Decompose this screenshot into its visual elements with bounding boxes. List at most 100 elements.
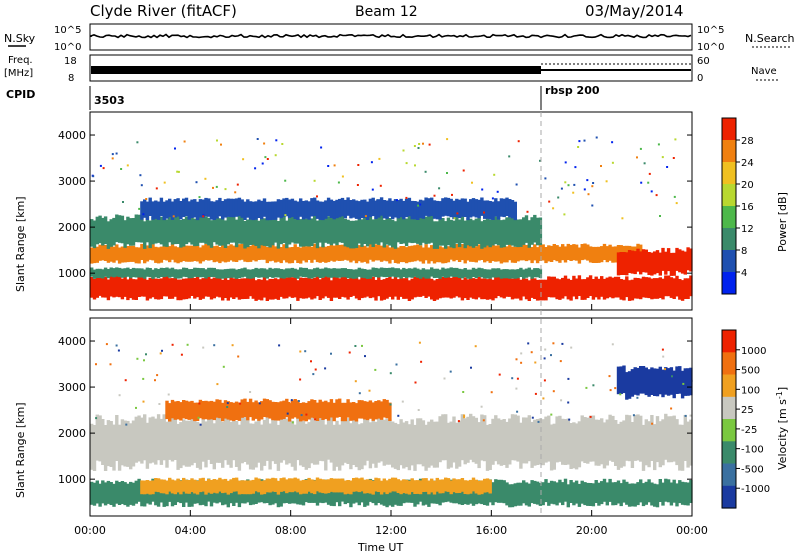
heatmap-cell [257, 243, 261, 260]
nsky-trace [90, 33, 692, 39]
heatmap-cell [396, 424, 400, 471]
heatmap-cell [480, 243, 484, 260]
heatmap-cell [332, 424, 336, 471]
heatmap-cell [349, 423, 353, 470]
heatmap-speck [395, 363, 398, 366]
heatmap-cell [391, 477, 395, 492]
heatmap-cell [407, 424, 412, 471]
heatmap-cell [519, 219, 523, 247]
heatmap-cell [574, 480, 579, 504]
heatmap-cell [145, 480, 150, 494]
heatmap-cell [639, 251, 643, 275]
heatmap-cell [513, 414, 517, 461]
heatmap-cell [226, 245, 230, 262]
heatmap-cell [112, 268, 116, 278]
heatmap-cell [435, 268, 439, 278]
heatmap-cell [240, 278, 244, 300]
heatmap-cell [279, 247, 283, 264]
heatmap-cell [156, 478, 161, 493]
heatmap-cell [254, 201, 258, 220]
heatmap-cell [538, 482, 543, 506]
heatmap-cell [360, 219, 364, 247]
heatmap-speck [154, 379, 156, 382]
heatmap-cell [352, 199, 356, 218]
heatmap-cell [207, 267, 211, 277]
heatmap-speck [288, 402, 291, 404]
heatmap-speck [493, 173, 496, 176]
heatmap-cell [455, 244, 459, 261]
heatmap-cell [572, 244, 576, 261]
heatmap-cell [293, 424, 297, 471]
heatmap-cell [563, 275, 568, 297]
heatmap-cell [404, 268, 409, 279]
heatmap-cell [630, 250, 635, 274]
heatmap-cell [140, 201, 144, 220]
heatmap-cell [148, 277, 152, 299]
heatmap-cell [307, 243, 311, 260]
heatmap-cell [630, 369, 635, 397]
heatmap-cell [234, 276, 239, 298]
heatmap-cell [134, 247, 138, 264]
heatmap-cell [237, 424, 242, 471]
heatmap-cell [407, 215, 412, 243]
heatmap-speck [595, 136, 598, 139]
heatmap-cell [304, 267, 308, 278]
heatmap-cell [416, 216, 420, 244]
heatmap-speck [560, 399, 563, 402]
heatmap-cell [168, 198, 172, 218]
heatmap-cell [352, 480, 356, 504]
heatmap-speck [520, 361, 523, 364]
heatmap-cell [527, 220, 531, 248]
heatmap-cell [260, 401, 264, 420]
heatmap-cell [391, 267, 395, 277]
heatmap-cell [154, 200, 158, 219]
heatmap-cell [162, 479, 166, 494]
heatmap-cell [371, 245, 375, 262]
heatmap-cell [117, 482, 122, 505]
heatmap-cell [460, 198, 465, 217]
heatmap-cell [287, 478, 292, 493]
heatmap-speck [619, 393, 622, 396]
heatmap-cell [148, 417, 152, 464]
heatmap-cell [293, 216, 297, 244]
heatmap-speck [418, 143, 421, 145]
heatmap-cell [505, 276, 509, 297]
heatmap-cell [343, 243, 347, 260]
heatmap-cell [287, 247, 292, 264]
heatmap-cell [313, 418, 317, 465]
heatmap-speck [258, 402, 261, 405]
heatmap-cell [402, 278, 406, 299]
heatmap-cell [424, 277, 428, 298]
heatmap-speck [578, 140, 581, 143]
heatmap-cell [226, 480, 230, 495]
heatmap-cell [209, 480, 214, 494]
heatmap-cell [382, 219, 386, 248]
heatmap-speck [102, 167, 105, 170]
heatmap-cell [658, 252, 662, 276]
heatmap-cell [547, 245, 551, 262]
heatmap-cell [357, 482, 361, 506]
heatmap-cell [246, 278, 250, 299]
heatmap-cell [658, 366, 662, 395]
heatmap-cell [377, 275, 381, 297]
heatmap-cell [488, 269, 492, 279]
heatmap-cell [357, 267, 361, 277]
heatmap-cell [605, 246, 609, 263]
heatmap-cell [262, 398, 267, 417]
heatmap-cell [586, 482, 590, 506]
heatmap-cell [354, 269, 359, 279]
heatmap-cell [407, 268, 412, 278]
heatmap-speck [92, 175, 95, 178]
heatmap-speck [636, 396, 639, 399]
heatmap-speck [239, 402, 242, 405]
heatmap-cell [463, 277, 467, 299]
heatmap-speck [515, 183, 518, 186]
heatmap-cell [505, 197, 509, 216]
heatmap-cell [477, 422, 481, 469]
heatmap-speck [419, 203, 422, 206]
heatmap-cell [639, 415, 643, 462]
heatmap-cell [424, 269, 428, 279]
heatmap-cell [491, 418, 495, 465]
heatmap-cell [248, 217, 253, 245]
